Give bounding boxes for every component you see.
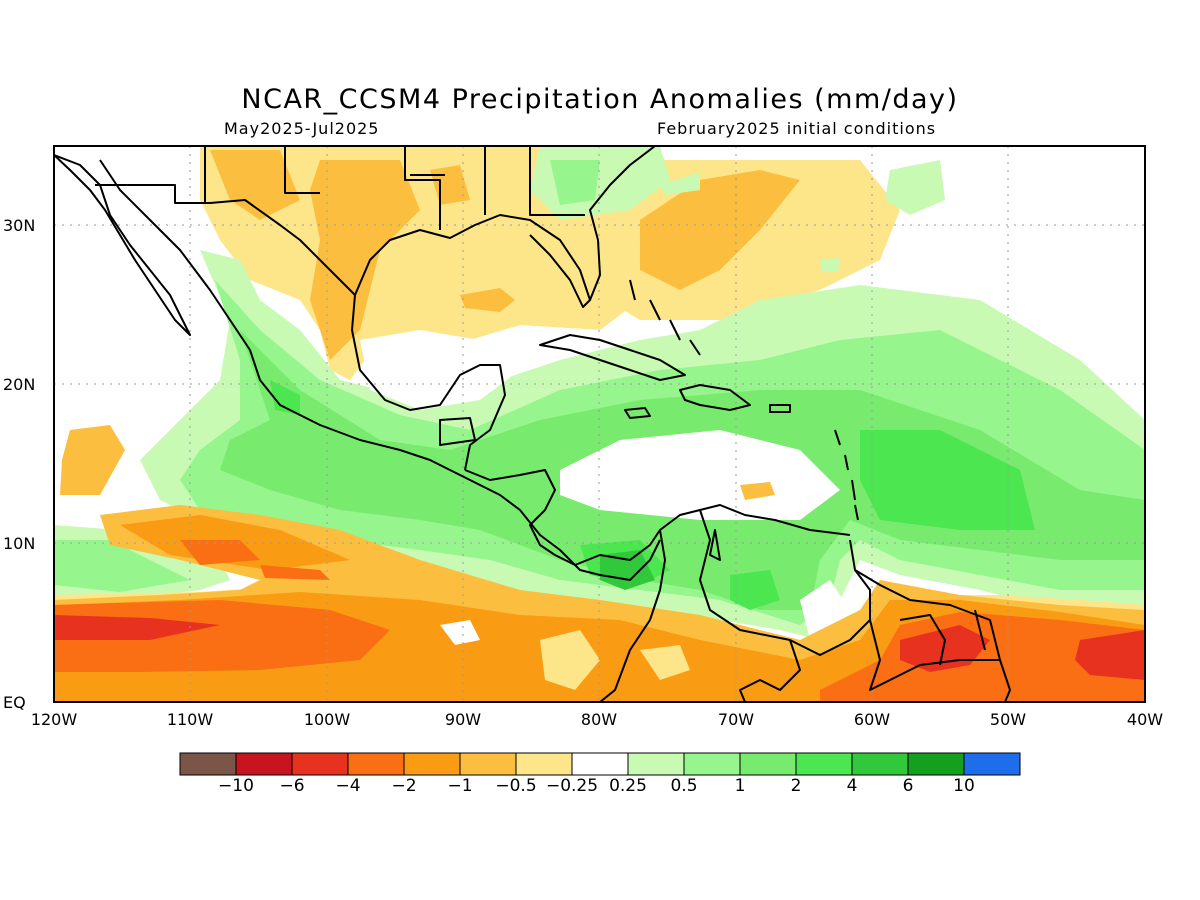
- lon-label-90w: 90W: [444, 710, 482, 729]
- colorbar-label: −1: [447, 776, 473, 796]
- colorbar-label: 4: [846, 776, 858, 796]
- colorbar-swatch: [683, 752, 741, 776]
- lon-label-120w: 120W: [30, 710, 78, 729]
- anomaly-neutral-south: [440, 620, 480, 645]
- map-frame: [53, 145, 1146, 703]
- lon-label-80w: 80W: [580, 710, 618, 729]
- colorbar-label: 10: [953, 776, 975, 796]
- colorbar-swatch: [907, 752, 965, 776]
- anomaly-wet-extreme: [600, 550, 655, 590]
- colorbar-swatch: [179, 752, 237, 776]
- colorbar-swatch: [851, 752, 909, 776]
- lon-label-100w: 100W: [303, 710, 351, 729]
- lat-label-10n: 10N: [3, 534, 36, 553]
- lon-label-40w: 40W: [1126, 710, 1164, 729]
- colorbar-swatch: [739, 752, 797, 776]
- lon-label-50w: 50W: [989, 710, 1027, 729]
- lat-label-30n: 30N: [3, 216, 36, 235]
- colorbar-label: −0.5: [495, 776, 537, 796]
- map-title: NCAR_CCSM4 Precipitation Anomalies (mm/d…: [241, 84, 959, 115]
- colorbar-label: 6: [902, 776, 914, 796]
- colorbar-swatch: [291, 752, 349, 776]
- colorbar-label: −2: [391, 776, 417, 796]
- colorbar-label: 1: [734, 776, 746, 796]
- forecast-period: May2025-Jul2025: [224, 119, 380, 138]
- colorbar-label: 0.25: [609, 776, 647, 796]
- colorbar-swatch: [795, 752, 853, 776]
- colorbar-swatch: [235, 752, 293, 776]
- graticule: [54, 146, 1145, 702]
- lon-label-60w: 60W: [853, 710, 891, 729]
- colorbar-swatch: [403, 752, 461, 776]
- colorbar-swatch: [459, 752, 517, 776]
- lon-label-110w: 110W: [166, 710, 214, 729]
- colorbar-label: −10: [218, 776, 254, 796]
- colorbar-swatch: [571, 752, 629, 776]
- lon-label-70w: 70W: [717, 710, 755, 729]
- colorbar-label: 0.5: [670, 776, 698, 796]
- colorbar-swatch: [963, 752, 1021, 776]
- colorbar-label: −0.25: [545, 776, 599, 796]
- colorbar-label: −4: [335, 776, 361, 796]
- lat-label-20n: 20N: [3, 375, 36, 394]
- anomaly-light-south: [540, 630, 690, 690]
- colorbar-label: 2: [790, 776, 802, 796]
- initial-conditions: February2025 initial conditions: [657, 119, 937, 138]
- lat-label-eq: EQ: [3, 693, 26, 712]
- colorbar-swatch: [627, 752, 685, 776]
- colorbar-swatch: [515, 752, 573, 776]
- anomaly-dry-small: [60, 425, 775, 500]
- colorbar-label: −6: [279, 776, 305, 796]
- coastlines: [54, 146, 1011, 702]
- colorbar-swatch: [347, 752, 405, 776]
